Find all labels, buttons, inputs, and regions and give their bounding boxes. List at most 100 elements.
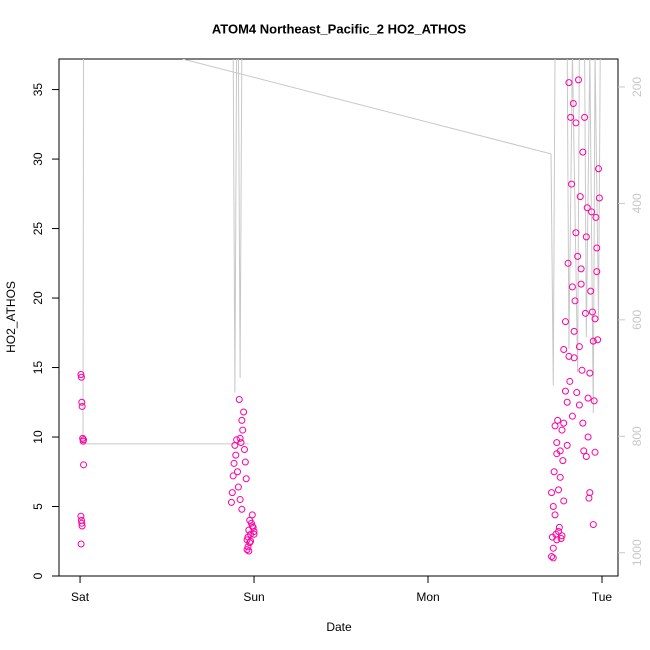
point [80, 436, 88, 444]
point [243, 546, 251, 554]
point [557, 534, 565, 542]
point [78, 398, 86, 406]
y-tick-label: 15 [31, 361, 45, 375]
point [576, 193, 584, 201]
point [579, 148, 587, 156]
point [242, 475, 250, 483]
point [77, 370, 85, 378]
point [237, 439, 245, 447]
point [80, 461, 88, 469]
y-axis-label: HO2_ATHOS [4, 281, 18, 353]
point [554, 486, 562, 494]
point [79, 434, 87, 442]
point [573, 389, 581, 397]
point [250, 530, 258, 538]
point [571, 297, 579, 305]
point [563, 398, 571, 406]
x-tick-label: Sun [243, 590, 264, 604]
point [564, 259, 572, 267]
point [577, 280, 585, 288]
point [588, 308, 596, 316]
y2-tick-label: 200 [630, 77, 644, 97]
x-axis-label: Date [326, 620, 352, 634]
point [247, 537, 255, 545]
point [589, 337, 597, 345]
y2-tick-label: 1000 [630, 539, 644, 566]
point [553, 439, 561, 447]
y-tick-label: 20 [31, 291, 45, 305]
point [585, 494, 593, 502]
point [565, 352, 573, 360]
plot-area [77, 59, 603, 562]
point [584, 433, 592, 441]
point [592, 213, 600, 221]
point [577, 265, 585, 273]
x-tick-label: Tue [592, 590, 613, 604]
point [581, 309, 589, 317]
point [558, 426, 566, 434]
point [230, 459, 238, 467]
point [565, 79, 573, 87]
point [575, 401, 583, 409]
point [548, 553, 556, 561]
y-tick-label: 10 [31, 430, 45, 444]
point [579, 419, 587, 427]
point [238, 505, 246, 513]
point [591, 448, 599, 456]
point [77, 540, 85, 548]
point [78, 402, 86, 410]
point [233, 436, 241, 444]
y-tick-label: 35 [31, 83, 45, 97]
point [240, 408, 248, 416]
point [560, 345, 568, 353]
point [568, 180, 576, 188]
y2-tick-label: 600 [630, 309, 644, 329]
y-tick-label: 25 [31, 222, 45, 236]
plot-frame [58, 58, 619, 577]
chart-title: ATOM4 Northeast_Pacific_2 HO2_ATHOS [212, 21, 467, 36]
point [236, 434, 244, 442]
point [581, 113, 589, 121]
point [567, 113, 575, 121]
point [568, 412, 576, 420]
point [590, 397, 598, 405]
point [549, 503, 557, 511]
point [593, 268, 601, 276]
point [572, 119, 580, 127]
point [582, 452, 590, 460]
point [229, 472, 237, 480]
point [228, 489, 236, 497]
point [586, 489, 594, 497]
point [235, 395, 243, 403]
point [241, 458, 249, 466]
point [561, 318, 569, 326]
point [591, 315, 599, 323]
point [245, 547, 253, 555]
point [575, 76, 583, 84]
y2-tick-label: 400 [630, 193, 644, 213]
point [550, 468, 558, 476]
point [584, 394, 592, 402]
point [227, 498, 235, 506]
point [559, 457, 567, 465]
point [238, 416, 246, 424]
point [234, 483, 242, 491]
point [595, 194, 603, 202]
point [239, 426, 247, 434]
point [78, 519, 86, 527]
point [560, 419, 568, 427]
point [549, 554, 557, 562]
point [586, 369, 594, 377]
point [232, 451, 240, 459]
point [556, 473, 564, 481]
point [236, 496, 244, 504]
point [560, 497, 568, 505]
point [568, 283, 576, 291]
point [587, 287, 595, 295]
point [572, 229, 580, 237]
point [580, 447, 588, 455]
point [583, 204, 591, 212]
point [570, 327, 578, 335]
y-tick-label: 30 [31, 152, 45, 166]
point [593, 244, 601, 252]
